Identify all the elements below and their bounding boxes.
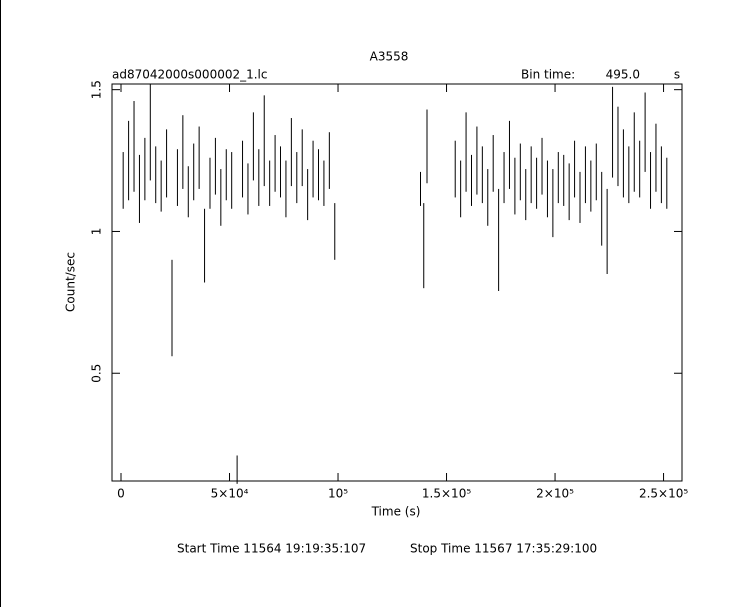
x-axis-label: Time (s) [371, 505, 421, 519]
bin-time-label: Bin time: [521, 68, 575, 82]
x-tick-label: 5×10⁴ [211, 487, 249, 501]
x-tick-label: 2×10⁵ [536, 487, 574, 501]
plot-frame [111, 83, 683, 482]
bin-time: 495.0 [606, 68, 640, 82]
x-tick-label: 10⁵ [328, 487, 348, 501]
y-tick-label: 0.5 [90, 364, 104, 383]
x-tick-label: 2.5×10⁵ [639, 487, 688, 501]
stop-time: Stop Time 11567 17:35:29:100 [410, 542, 597, 556]
file-label: ad87042000s000002_1.lc [112, 68, 268, 82]
x-tick-label: 1.5×10⁵ [422, 487, 471, 501]
y-tick-label: 1.5 [90, 80, 104, 99]
y-tick-label: 1 [90, 228, 104, 236]
x-tick-label: 0 [117, 487, 125, 501]
bin-time-unit: s [674, 68, 680, 82]
start-time: Start Time 11564 19:19:35:107 [177, 542, 366, 556]
y-axis-label: Count/sec [64, 252, 78, 312]
chart-title: A3558 [370, 50, 409, 64]
